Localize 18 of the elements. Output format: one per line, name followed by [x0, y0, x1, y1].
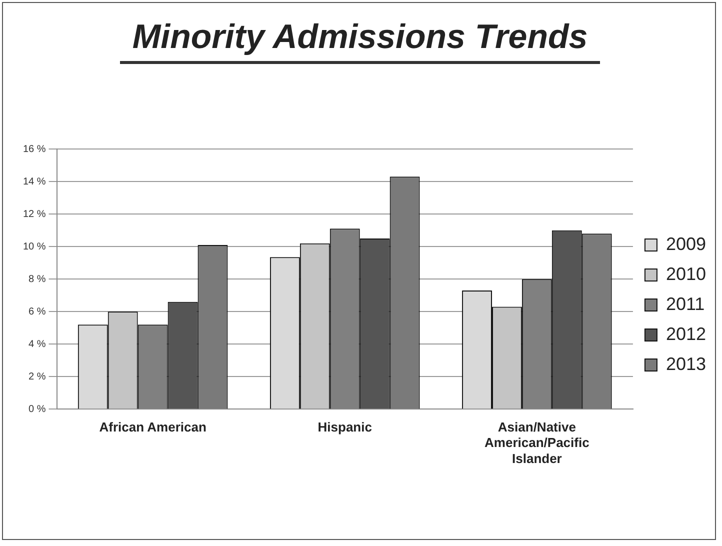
y-tick-label: 14 %	[22, 176, 46, 188]
legend-label: 2013	[666, 354, 706, 374]
legend-label: 2009	[666, 234, 706, 254]
legend-label: 2012	[666, 324, 706, 344]
x-tick-label: Asian/Native American/Pacific Islander	[484, 420, 590, 466]
y-tick-label: 10 %	[22, 241, 46, 252]
y-tick-label: 8 %	[28, 274, 46, 285]
x-tick-label: African American	[99, 420, 206, 435]
legend-label: 2011	[666, 294, 705, 314]
y-tick-label: 6 %	[28, 306, 46, 318]
y-tick-label: 12 %	[22, 208, 46, 220]
y-tick-label: 4 %	[28, 338, 46, 350]
y-tick-label: 16 %	[22, 144, 46, 155]
x-tick-label: Hispanic	[318, 420, 372, 435]
y-tick-label: 0 %	[28, 404, 46, 415]
chart-title: Minority Admissions Trends	[120, 18, 600, 64]
legend-label: 2010	[666, 264, 706, 284]
y-tick-label: 2 %	[28, 371, 46, 382]
